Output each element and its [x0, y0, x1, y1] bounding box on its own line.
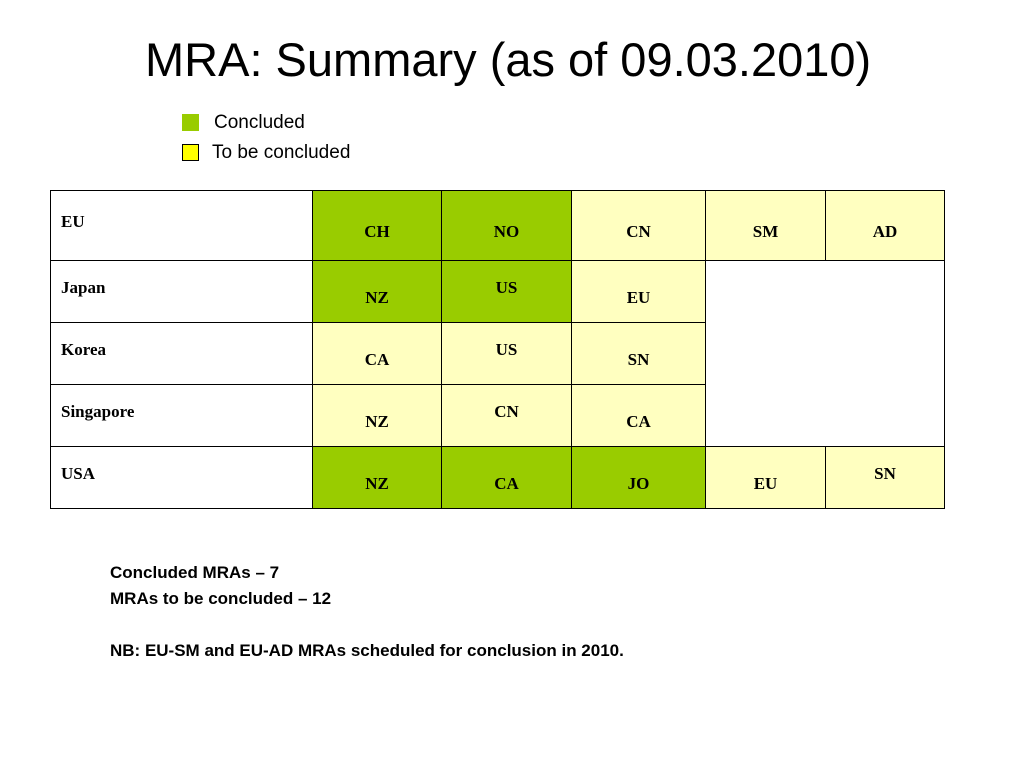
- table-cell: CA: [571, 384, 706, 447]
- table-cell: SM: [705, 190, 826, 261]
- table-cell: NO: [441, 190, 572, 261]
- legend-label: Concluded: [214, 112, 305, 133]
- table-row: Korea CA US SN: [50, 322, 945, 385]
- table-cell: CN: [441, 384, 572, 447]
- table-row: USA NZ CA JO EU SN: [50, 446, 945, 509]
- to-be-concluded-color-swatch: [182, 144, 199, 161]
- mra-summary-table: EU CH NO CN SM AD Japan NZ US EU Korea C…: [50, 190, 945, 509]
- table-cell: NZ: [312, 446, 442, 509]
- row-header: Japan: [50, 260, 313, 323]
- table-cell: CA: [312, 322, 442, 385]
- table-cell: AD: [825, 190, 945, 261]
- row-header: USA: [50, 446, 313, 509]
- row-header: Korea: [50, 322, 313, 385]
- table-row: Singapore NZ CN CA: [50, 384, 945, 447]
- table-cell: NZ: [312, 260, 442, 323]
- table-cell: CH: [312, 190, 442, 261]
- summary-notes: Concluded MRAs – 7 MRAs to be concluded …: [110, 560, 624, 664]
- row-header: EU: [50, 190, 313, 261]
- row-header: Singapore: [50, 384, 313, 447]
- concluded-count-text: Concluded MRAs – 7: [110, 563, 280, 582]
- table-cell: US: [441, 260, 572, 323]
- empty-cell: [705, 260, 945, 447]
- table-cell: SN: [571, 322, 706, 385]
- table-cell: CN: [571, 190, 706, 261]
- notes-spacer: [110, 612, 624, 638]
- table-cell: EU: [571, 260, 706, 323]
- table-row: Japan NZ US EU: [50, 260, 945, 447]
- table-cell: SN: [825, 446, 945, 509]
- page-title: MRA: Summary (as of 09.03.2010): [145, 33, 872, 86]
- table-row: EU CH NO CN SM AD: [50, 190, 945, 261]
- nb-note-text: NB: EU-SM and EU-AD MRAs scheduled for c…: [110, 641, 624, 660]
- table-cell: EU: [705, 446, 826, 509]
- table-cell: CA: [441, 446, 572, 509]
- legend-label: To be concluded: [212, 142, 351, 163]
- to-be-concluded-count-text: MRAs to be concluded – 12: [110, 589, 332, 608]
- concluded-color-swatch: [182, 114, 199, 131]
- table-cell: NZ: [312, 384, 442, 447]
- table-cell: US: [441, 322, 572, 385]
- table-cell: JO: [571, 446, 706, 509]
